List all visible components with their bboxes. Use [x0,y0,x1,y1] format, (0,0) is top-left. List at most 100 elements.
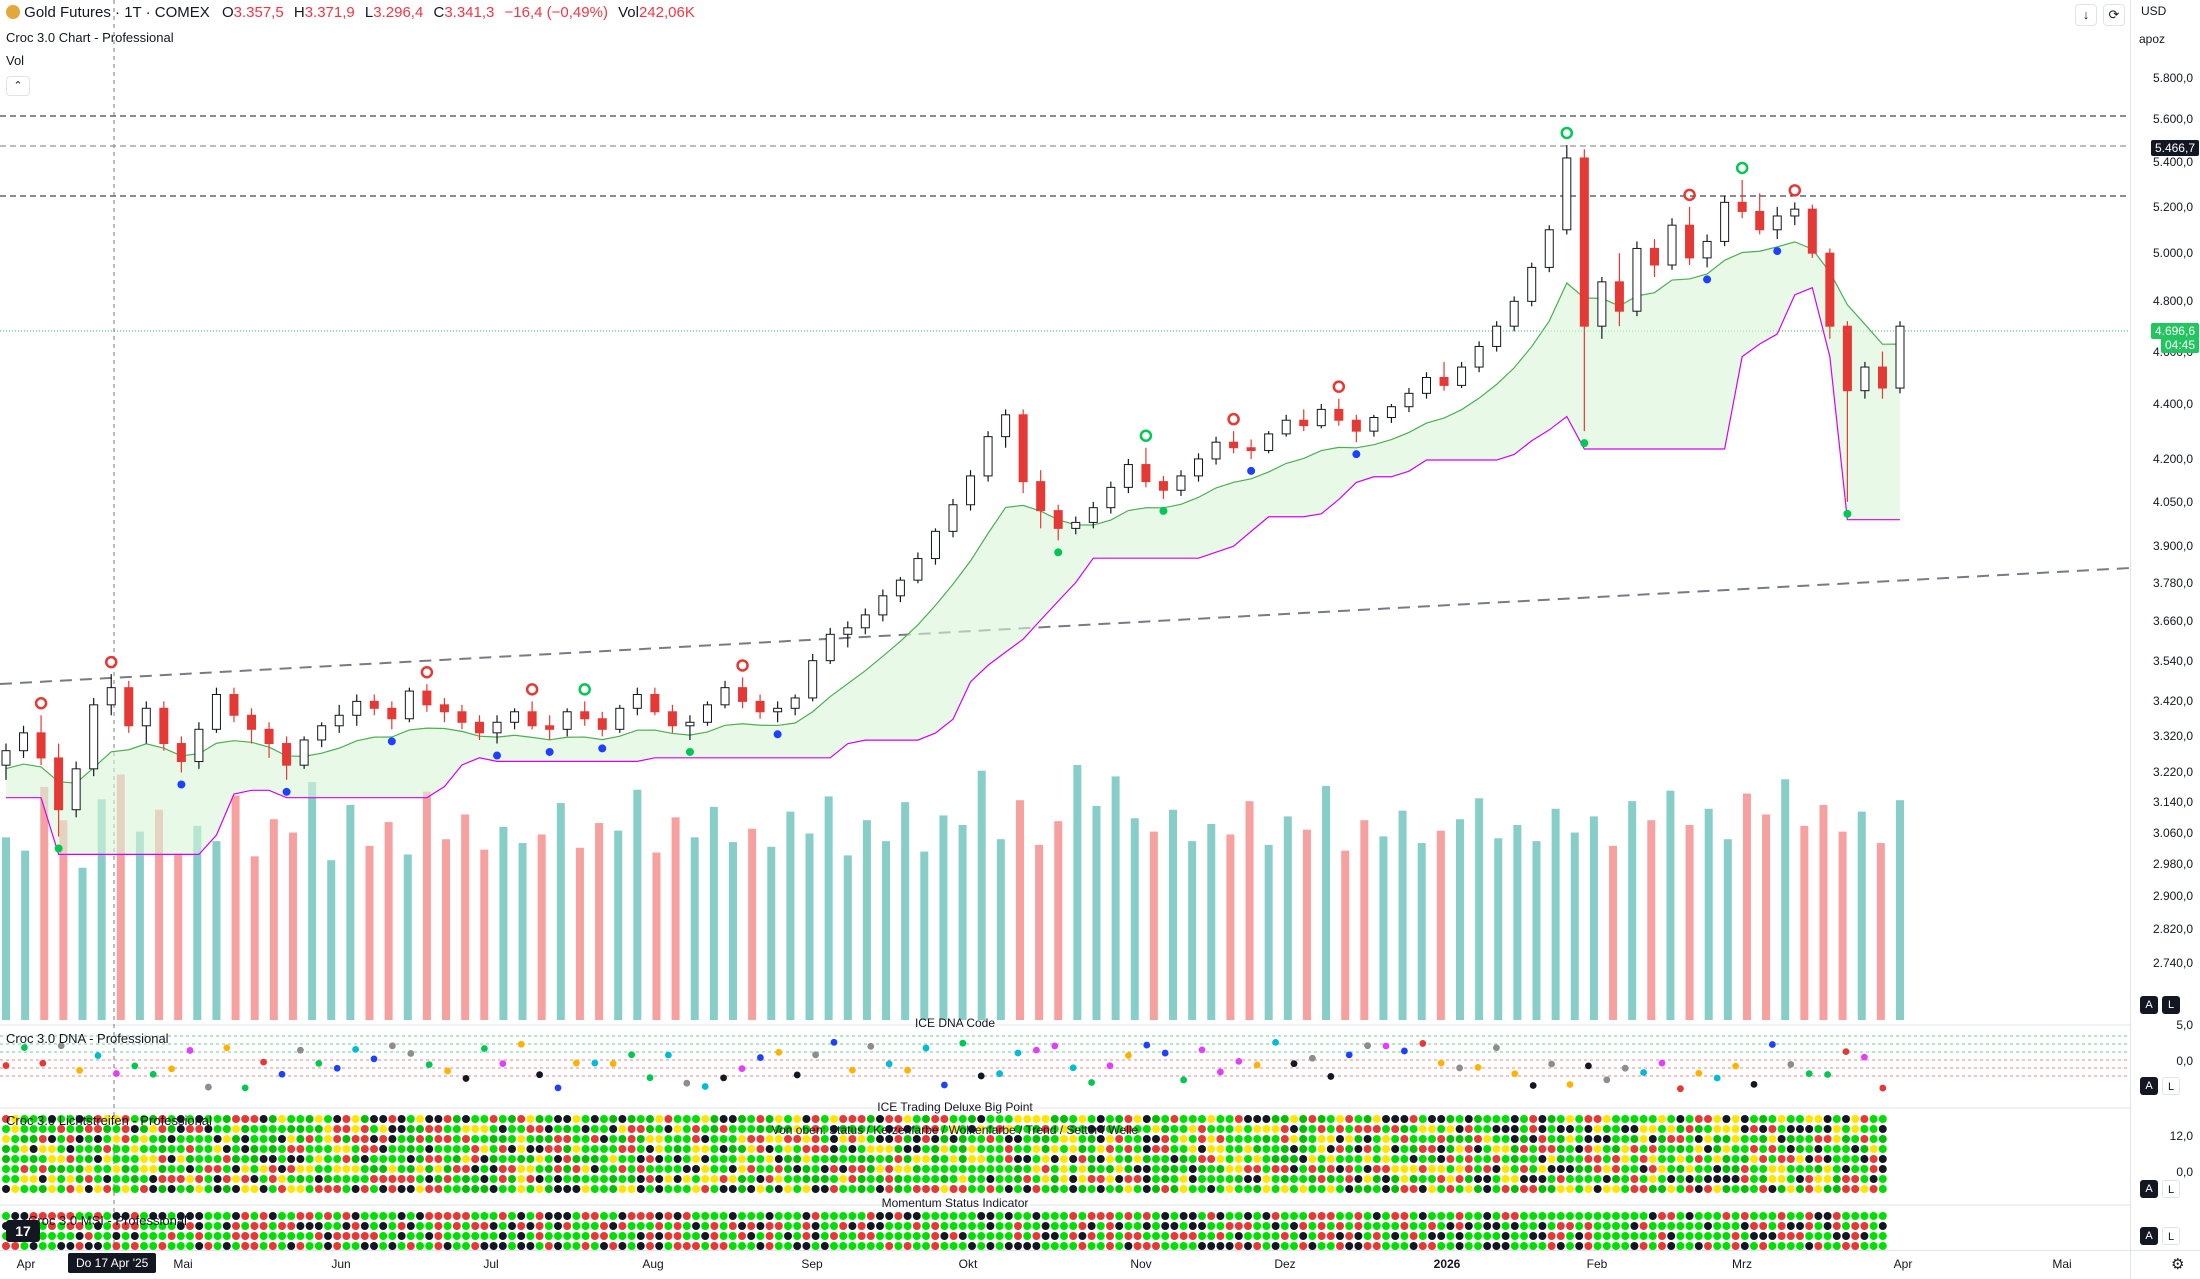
licht-dot [434,1165,443,1173]
licht-dot [1786,1115,1795,1123]
licht-dot [397,1135,406,1143]
dna-auto-button[interactable]: A [2140,1077,2158,1095]
licht-dot [167,1155,176,1163]
time-axis-label: Okt [958,1257,978,1271]
licht-dot [903,1175,912,1183]
msi-dot [195,1212,204,1220]
licht-dot [1676,1175,1685,1183]
dna-dot [241,1084,249,1092]
licht-dot [1308,1115,1317,1123]
licht-dot [121,1175,130,1183]
msi-dot [1354,1242,1363,1250]
msi-dot [1612,1212,1620,1220]
chart-area[interactable]: Gold Futures · 1T · COMEX O3.357,5 H3.37… [0,0,2131,1250]
refresh-icon[interactable]: ⟳ [2103,4,2125,26]
candle-body [1001,414,1011,438]
indicator-lichtstreifen[interactable]: Croc 3.0 Lichtstreifen - Professional [6,1113,212,1128]
indicator-vol[interactable]: Vol [6,53,25,68]
msi-dot [103,1212,112,1220]
currency-label[interactable]: USD [2141,4,2167,18]
licht-dot [1078,1155,1087,1163]
licht-dot [130,1175,139,1183]
msi-dot [1207,1222,1216,1230]
licht-dot [397,1165,406,1173]
licht-dot [673,1125,682,1133]
price-axis[interactable]: USD apoz 5.800,0 5.600,0 5.400,0 5.200,0 5.0… [2130,0,2200,1250]
msi-dot [1437,1232,1446,1240]
licht-dot [186,1135,194,1143]
msi-dot [1290,1212,1298,1220]
log-scale-button[interactable]: L [2162,996,2180,1014]
signal-ring-marker [578,683,591,696]
msi-dot [1796,1242,1804,1250]
msi-dot [1437,1212,1446,1220]
dna-dot [94,1052,102,1060]
licht-dot [1161,1125,1170,1133]
licht-dot [820,1165,829,1173]
licht-dot [1280,1185,1289,1193]
msi-dot [498,1212,507,1220]
licht-dot [287,1125,296,1133]
licht-log-button[interactable]: L [2162,1180,2180,1198]
chart-svg[interactable] [0,0,2131,1250]
time-axis[interactable]: Apr Mai Jun Jul Aug Sep Okt Nov Dez 2026 Feb Mrz Apr… [0,1250,2130,1279]
scale-mode-label[interactable]: apoz [2139,32,2166,46]
licht-dot [1529,1115,1538,1123]
licht-dot [1363,1125,1372,1133]
licht-auto-button[interactable]: A [2140,1180,2158,1198]
indicator-msi[interactable]: Croc 3.0 MSI - Professional [28,1213,187,1228]
msi-dot [1630,1232,1639,1240]
msi-auto-button[interactable]: A [2140,1227,2158,1245]
dna-dot [1456,1064,1463,1072]
msi-log-button[interactable]: L [2162,1227,2180,1245]
licht-dot [820,1115,829,1123]
licht-dot [1740,1115,1749,1123]
auto-scale-button[interactable]: A [2140,996,2158,1014]
licht-dot [682,1135,691,1143]
licht-dot [75,1125,84,1133]
msi-dot [232,1232,240,1240]
licht-dot [462,1165,470,1173]
licht-dot [1860,1185,1869,1193]
licht-dot [1510,1115,1519,1123]
licht-dot [1722,1175,1731,1183]
axis-corner[interactable]: ⚙ [2130,1250,2200,1279]
dna-log-button[interactable]: L [2162,1077,2180,1095]
licht-dot [1262,1155,1271,1163]
licht-dot [1142,1155,1151,1163]
licht-dot [1860,1125,1869,1133]
licht-dot [1538,1165,1547,1173]
licht-dot [1023,1155,1032,1163]
settings-icon[interactable]: ⚙ [2171,1256,2185,1273]
licht-dot [333,1185,342,1193]
licht-dot [1198,1155,1206,1163]
licht-dot [222,1165,231,1173]
licht-dot [866,1115,875,1123]
volume-bar [1838,831,1847,1020]
msi-dot [1823,1242,1832,1250]
licht-dot [489,1115,498,1123]
licht-dot [452,1115,461,1123]
download-icon[interactable]: ↓ [2075,4,2097,26]
msi-dot [11,1212,20,1220]
symbol-title[interactable]: Gold Futures · 1T · COMEX [24,4,210,21]
licht-dot [912,1155,921,1163]
msi-dot [324,1232,332,1240]
tradingview-logo-icon[interactable]: 17 [6,1220,40,1242]
licht-dot [765,1165,774,1173]
indicator-croc-chart[interactable]: Croc 3.0 Chart - Professional [6,30,174,45]
msi-dot [1124,1222,1133,1230]
licht-dot [167,1185,176,1193]
collapse-legend-button[interactable]: ⌃ [6,76,30,96]
msi-dot [1832,1212,1841,1220]
dna-dot [1750,1080,1758,1088]
candle-body [1299,419,1309,427]
licht-dot [379,1115,388,1123]
licht-dot [581,1155,590,1163]
candle-body [1264,433,1274,452]
msi-dot [563,1212,572,1220]
indicator-dna[interactable]: Croc 3.0 DNA - Professional [6,1031,169,1046]
licht-dot [296,1175,305,1183]
licht-dot [103,1125,112,1133]
volume-bar [442,839,451,1020]
